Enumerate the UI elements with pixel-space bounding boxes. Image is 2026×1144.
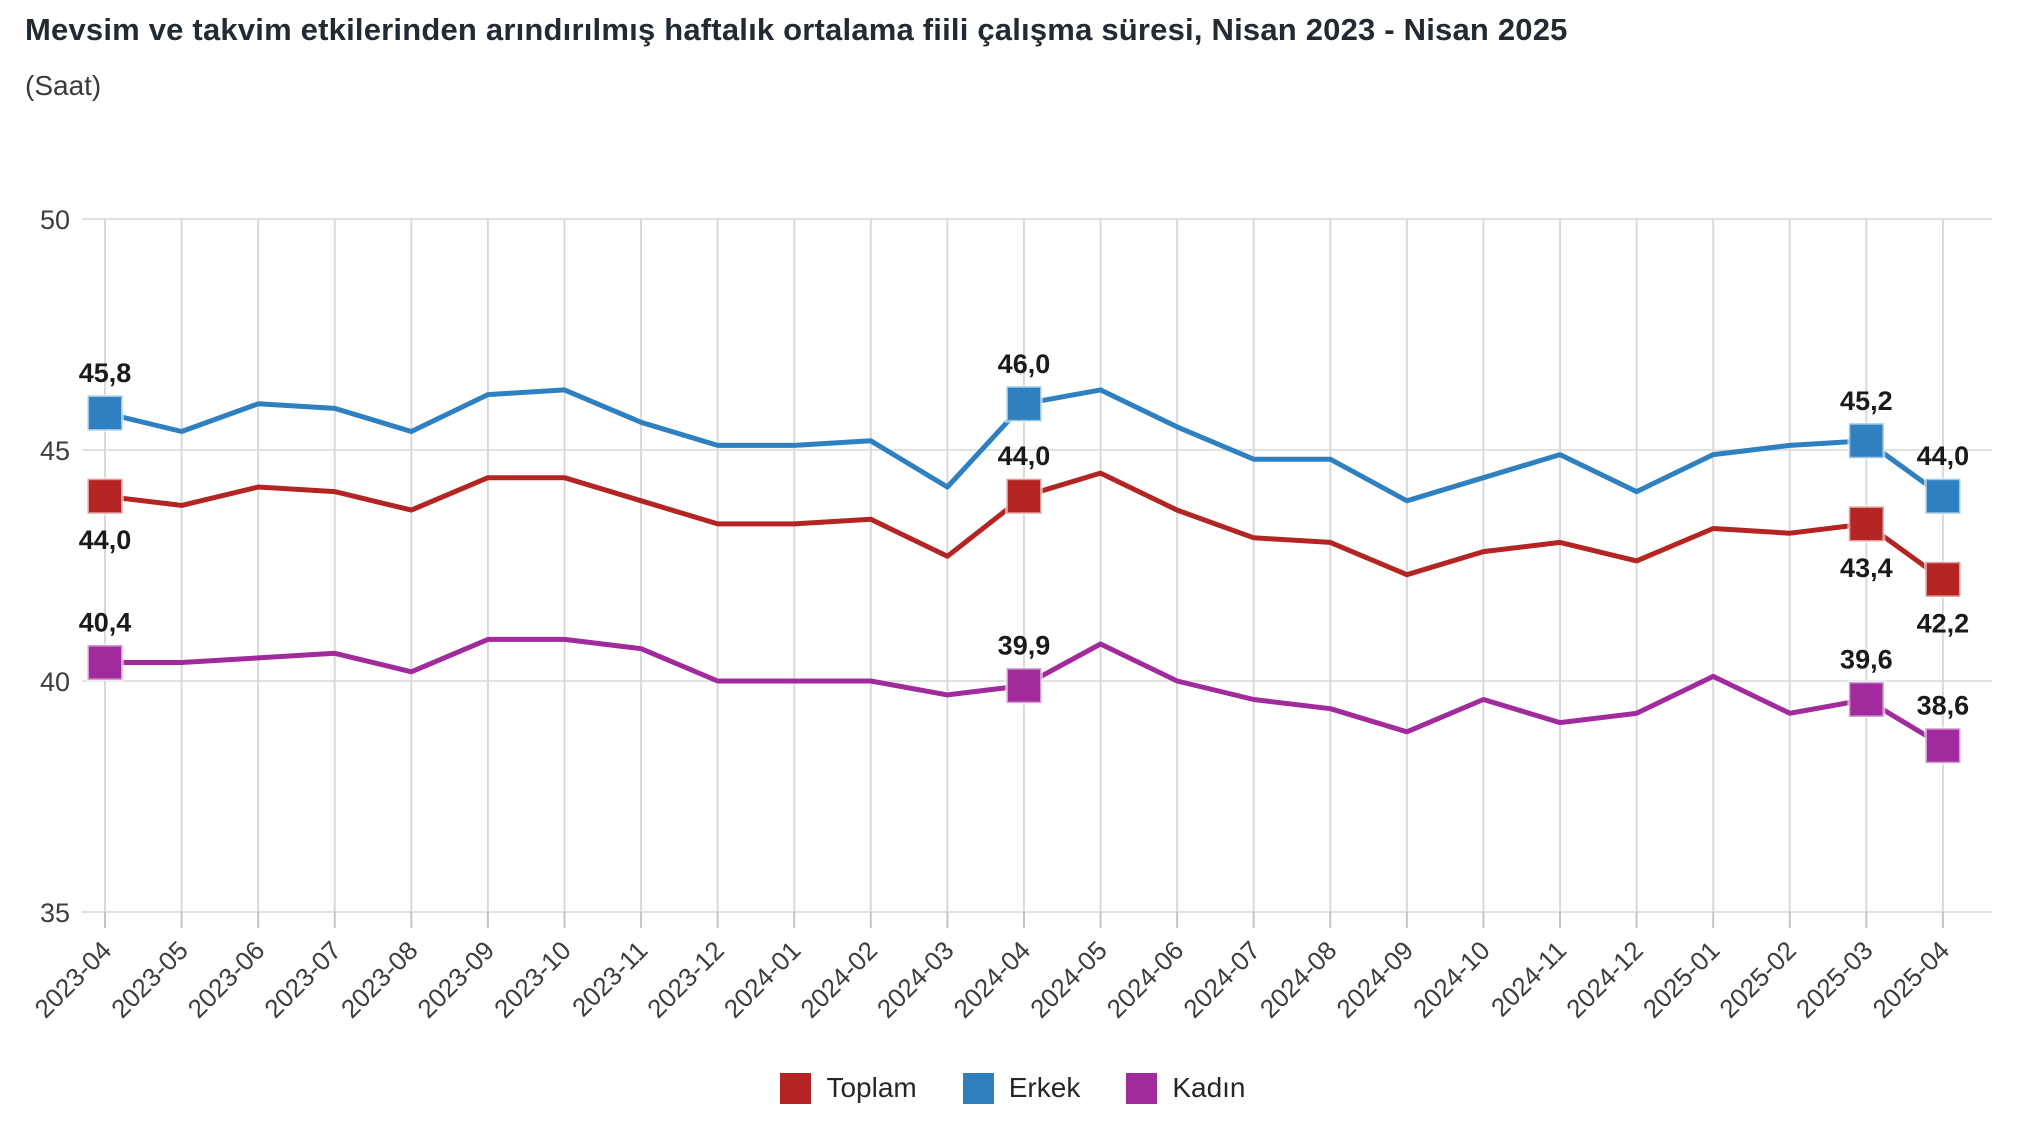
x-tick-label-2025-04: 2025-04: [1866, 935, 1955, 1024]
x-axis-labels: 2023-042023-052023-062023-072023-082023-…: [29, 935, 1956, 1024]
data-label-kadin-2023-04: 40,4: [79, 608, 132, 638]
data-label-erkek-2023-04: 45,8: [79, 358, 132, 388]
y-tick-label-35: 35: [40, 898, 70, 928]
chart-subtitle: (Saat): [25, 70, 102, 101]
x-tick-label-2024-05: 2024-05: [1024, 935, 1113, 1024]
data-label-erkek-2024-04: 46,0: [998, 349, 1051, 379]
data-label-toplam-2023-04: 44,0: [79, 525, 132, 555]
marker-toplam-2023-04[interactable]: [86, 477, 124, 516]
gridlines-horizontal: [82, 218, 1992, 913]
data-label-erkek-2025-04: 44,0: [1917, 441, 1970, 471]
legend-item-toplam[interactable]: Toplam: [780, 1072, 917, 1104]
legend-swatch-toplam: [780, 1072, 812, 1104]
x-tick-label-2024-02: 2024-02: [794, 935, 883, 1024]
x-tick-label-2024-07: 2024-07: [1177, 935, 1266, 1024]
x-tick-label-2023-08: 2023-08: [335, 935, 424, 1024]
x-tick-label-2024-08: 2024-08: [1254, 935, 1343, 1024]
x-tick-label-2024-03: 2024-03: [871, 935, 960, 1024]
x-tick-label-2023-11: 2023-11: [566, 935, 653, 1022]
x-tick-label-2023-06: 2023-06: [182, 935, 271, 1024]
x-tick-label-2024-01: 2024-01: [718, 935, 807, 1024]
chart-title: Mevsim ve takvim etkilerinden arındırılm…: [25, 12, 1568, 47]
x-tick-label-2023-04: 2023-04: [29, 935, 118, 1024]
y-tick-label-50: 50: [40, 205, 70, 235]
data-label-toplam-2025-03: 43,4: [1840, 553, 1893, 583]
data-label-kadin-2024-04: 39,9: [998, 631, 1051, 661]
x-tick-label-2023-12: 2023-12: [641, 935, 730, 1024]
legend-item-kadin[interactable]: Kadın: [1126, 1072, 1246, 1104]
data-label-toplam-2024-04: 44,0: [998, 441, 1051, 471]
data-label-erkek-2025-03: 45,2: [1840, 386, 1893, 416]
data-label-toplam-2025-04: 42,2: [1917, 608, 1970, 638]
marker-kadin-2023-04[interactable]: [86, 643, 124, 682]
legend-swatch-erkek: [962, 1072, 994, 1104]
marker-toplam-2024-04[interactable]: [1004, 477, 1043, 516]
legend-label-toplam: Toplam: [826, 1072, 917, 1103]
x-tick-label-2023-10: 2023-10: [488, 935, 577, 1024]
x-tick-label-2024-10: 2024-10: [1407, 935, 1496, 1024]
x-tick-label-2023-05: 2023-05: [105, 935, 194, 1024]
marker-erkek-2025-04[interactable]: [1923, 477, 1962, 516]
x-tick-label-2024-04: 2024-04: [948, 935, 1037, 1024]
data-label-kadin-2025-03: 39,6: [1840, 644, 1893, 674]
data-label-kadin-2025-04: 38,6: [1917, 691, 1970, 721]
x-tick-label-2024-12: 2024-12: [1560, 935, 1649, 1024]
x-tick-label-2025-02: 2025-02: [1713, 935, 1802, 1024]
marker-toplam-2025-04[interactable]: [1923, 560, 1962, 599]
gridlines-vertical: [104, 219, 1944, 928]
marker-kadin-2025-03[interactable]: [1847, 680, 1886, 719]
legend-swatch-kadin: [1126, 1072, 1158, 1104]
marker-kadin-2024-04[interactable]: [1004, 666, 1043, 705]
legend-item-erkek[interactable]: Erkek: [962, 1072, 1081, 1104]
x-tick-label-2025-01: 2025-01: [1637, 935, 1726, 1024]
marker-toplam-2025-03[interactable]: [1847, 504, 1886, 543]
y-tick-label-45: 45: [40, 436, 70, 466]
chart-legend: Toplam Erkek Kadın: [0, 1072, 2026, 1104]
y-tick-label-40: 40: [40, 667, 70, 697]
marker-erkek-2024-04[interactable]: [1004, 384, 1043, 423]
y-axis-labels: 35 40 45 50: [40, 205, 70, 928]
data-annotations: 45,8 44,0 40,4 46,0 44,0 39,9 45,2 43,4 39,6 44,0…: [79, 349, 1970, 765]
x-tick-label-2023-07: 2023-07: [258, 935, 347, 1024]
legend-label-kadin: Kadın: [1172, 1072, 1246, 1103]
x-tick-label-2024-06: 2024-06: [1101, 935, 1190, 1024]
x-tick-label-2023-09: 2023-09: [411, 935, 500, 1024]
marker-erkek-2025-03[interactable]: [1847, 421, 1886, 460]
x-tick-label-2024-11: 2024-11: [1485, 935, 1572, 1022]
x-tick-label-2024-09: 2024-09: [1330, 935, 1419, 1024]
x-tick-label-2025-03: 2025-03: [1790, 935, 1879, 1024]
marker-erkek-2023-04[interactable]: [86, 394, 124, 433]
marker-kadin-2025-04[interactable]: [1923, 726, 1962, 765]
legend-label-erkek: Erkek: [1008, 1072, 1081, 1103]
